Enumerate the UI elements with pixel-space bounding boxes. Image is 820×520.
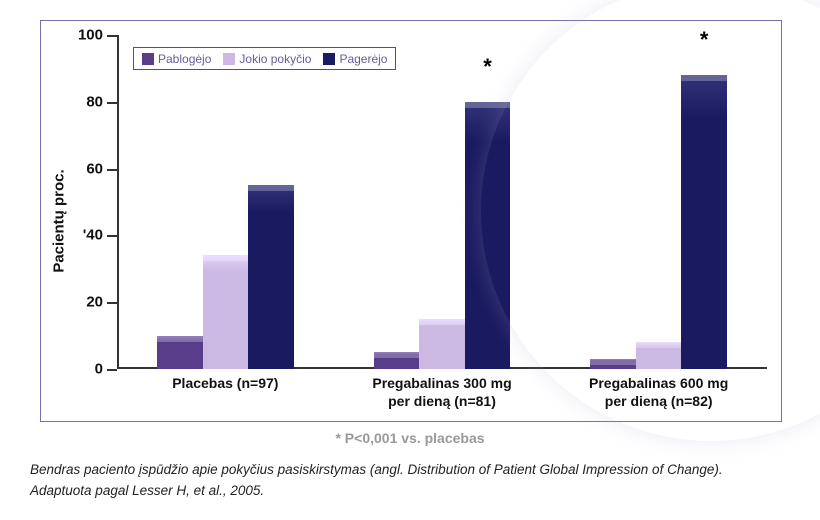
y-axis: [117, 35, 119, 369]
bar: [465, 102, 511, 369]
legend-swatch: [142, 53, 154, 65]
legend: Pablogėjo Jokio pokyčio Pagerėjo: [133, 47, 396, 70]
y-tick-label: 60: [86, 160, 103, 177]
legend-label: Pagerėjo: [339, 52, 387, 66]
x-group-label: Pregabalinas 600 mg per dieną (n=82): [589, 375, 728, 410]
bar: [681, 75, 727, 369]
legend-label: Pablogėjo: [158, 52, 211, 66]
legend-item: Jokio pokyčio: [223, 51, 311, 66]
x-group-label: Pregabalinas 300 mg per dieną (n=81): [372, 375, 511, 410]
chart-frame: Pacientų proc. 020'406080100Placebas (n=…: [40, 20, 782, 422]
legend-item: Pagerėjo: [323, 51, 387, 66]
y-tick: [107, 35, 117, 37]
y-tick: [107, 169, 117, 171]
y-tick: [107, 235, 117, 237]
y-tick: [107, 102, 117, 104]
y-tick: [107, 369, 117, 371]
figure-caption: Bendras paciento įspūdžio apie pokyčius …: [30, 460, 780, 502]
legend-item: Pablogėjo: [142, 51, 211, 66]
p-value-footnote: * P<0,001 vs. placebas: [40, 430, 780, 446]
caption-line-2: Adaptuota pagal Lesser H, et al., 2005.: [30, 483, 264, 498]
bar: [203, 255, 249, 369]
bar: [636, 342, 682, 369]
y-axis-title: Pacientų proc.: [51, 169, 68, 272]
legend-swatch: [323, 53, 335, 65]
significance-star: *: [700, 27, 709, 53]
legend-label: Jokio pokyčio: [239, 52, 311, 66]
bar: [590, 359, 636, 369]
y-tick-label: 100: [78, 27, 103, 44]
bar: [419, 319, 465, 369]
y-tick-label: '40: [83, 227, 103, 244]
bar: [374, 352, 420, 369]
bar: [157, 336, 203, 369]
plot-area: 020'406080100Placebas (n=97)*Pregabalina…: [117, 35, 767, 369]
y-tick-label: 0: [95, 361, 103, 378]
x-group-label: Placebas (n=97): [172, 375, 278, 393]
figure-wrap: Pacientų proc. 020'406080100Placebas (n=…: [0, 0, 820, 520]
caption-line-1: Bendras paciento įspūdžio apie pokyčius …: [30, 462, 723, 477]
y-tick-label: 80: [86, 93, 103, 110]
significance-star: *: [483, 54, 492, 80]
y-tick: [107, 302, 117, 304]
legend-swatch: [223, 53, 235, 65]
bar: [248, 185, 294, 369]
y-tick-label: 20: [86, 294, 103, 311]
